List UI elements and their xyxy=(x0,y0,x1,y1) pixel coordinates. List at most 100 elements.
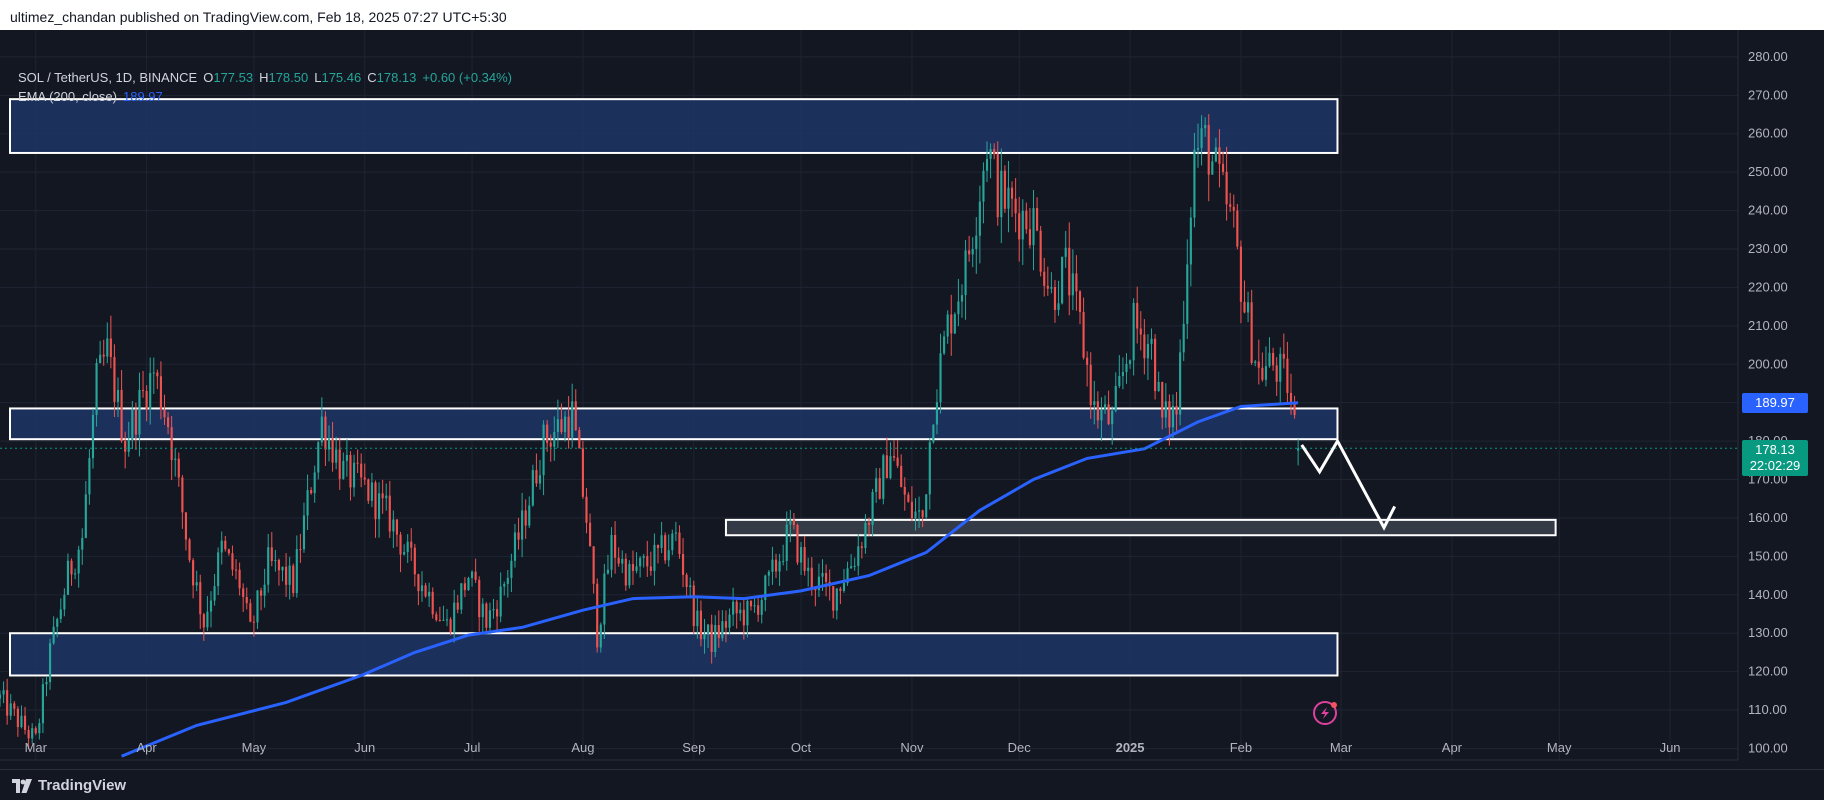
candle-body xyxy=(957,301,960,315)
candle-body xyxy=(892,456,896,458)
candle-body xyxy=(982,170,985,202)
candle-body xyxy=(23,715,27,730)
candle-body xyxy=(1061,256,1064,304)
candle-body xyxy=(592,546,595,584)
candle-body xyxy=(381,493,384,499)
ema-price-tag: 189.97 xyxy=(1742,392,1808,413)
ema-price-tag-text: 189.97 xyxy=(1755,394,1795,410)
candle-body xyxy=(259,590,263,596)
candle-body xyxy=(209,600,213,612)
candle-body xyxy=(857,546,860,566)
candle-body xyxy=(156,372,159,377)
candle-body xyxy=(578,430,581,449)
candle-body xyxy=(646,556,649,567)
candle-body xyxy=(993,149,996,155)
candle-body xyxy=(546,424,549,443)
candle-body xyxy=(778,561,781,572)
candle-body xyxy=(1257,361,1260,368)
candle-body xyxy=(710,624,713,653)
candle-body xyxy=(1157,381,1160,392)
candle-body xyxy=(1064,247,1067,257)
candle-body xyxy=(996,154,999,218)
candle-body xyxy=(821,573,824,577)
candle-body xyxy=(224,540,227,550)
candle-body xyxy=(1025,210,1028,230)
candle-body xyxy=(789,519,792,525)
candle-body xyxy=(159,376,162,410)
candle-body xyxy=(1168,401,1171,428)
candle-body xyxy=(41,684,44,724)
chart-area[interactable]: 100.00 110.00 120.00 130.00 140.00 150.00 160.… xyxy=(0,30,1824,769)
price-tick-label: 100.00 xyxy=(1748,740,1788,755)
candle-body xyxy=(846,568,849,584)
candle-body xyxy=(867,522,871,525)
last-price-tag: 178.13 22:02:29 xyxy=(1742,440,1808,477)
symbol-title[interactable]: SOL / TetherUS, 1D, BINANCE xyxy=(18,70,198,85)
candle-body xyxy=(13,703,16,709)
candle-body xyxy=(109,338,112,358)
candle-body xyxy=(1286,358,1289,393)
candle-body xyxy=(124,441,127,452)
candle-body xyxy=(295,549,298,594)
candle-body xyxy=(1071,273,1074,296)
candle-body xyxy=(749,601,753,607)
zone-supply xyxy=(9,98,1339,154)
candle-body xyxy=(1032,208,1035,246)
candle-body xyxy=(367,479,370,501)
candle-body xyxy=(832,586,835,611)
candle-body xyxy=(932,424,935,443)
candle-body xyxy=(953,314,956,334)
candle-body xyxy=(470,571,474,579)
candle-body xyxy=(1057,303,1060,310)
candle-body xyxy=(274,559,277,562)
candle-body xyxy=(385,495,388,499)
candle-body xyxy=(1021,210,1024,240)
price-tick-label: 210.00 xyxy=(1748,318,1788,333)
tradingview-brand[interactable]: TradingView xyxy=(12,777,126,794)
footer: TradingView xyxy=(0,769,1824,800)
time-tick-label: Dec xyxy=(1008,740,1032,755)
candle-body xyxy=(978,201,981,236)
candle-body xyxy=(252,621,255,623)
candle-body xyxy=(1246,302,1250,313)
candle-body xyxy=(1229,204,1232,207)
candle-body xyxy=(163,409,166,418)
candle-body xyxy=(535,470,538,484)
candle-body xyxy=(167,417,170,428)
candle-body xyxy=(803,547,806,571)
candle-body xyxy=(417,574,420,592)
candle-body xyxy=(0,694,2,699)
candle-body xyxy=(606,569,610,574)
candle-body xyxy=(1171,405,1175,428)
candle-body xyxy=(9,703,12,716)
candle-body xyxy=(1018,213,1021,240)
candle-body xyxy=(943,336,946,354)
price-tick-label: 110.00 xyxy=(1748,702,1787,717)
high-label: H xyxy=(259,70,269,85)
ema-label[interactable]: EMA (200, close) xyxy=(18,89,117,104)
candle-body xyxy=(445,619,449,621)
candle-body xyxy=(84,494,87,538)
candle-body xyxy=(760,599,763,615)
candle-body xyxy=(313,472,316,494)
candle-body xyxy=(174,458,177,461)
candle-body xyxy=(192,560,195,586)
candle-body xyxy=(231,553,234,570)
candle-body xyxy=(202,614,205,628)
flash-icon[interactable] xyxy=(1313,701,1337,725)
candle-body xyxy=(825,573,828,582)
candle-body xyxy=(1078,291,1082,312)
candle-body xyxy=(853,565,856,567)
candle-body xyxy=(1075,273,1078,292)
candle-body xyxy=(753,605,756,607)
candle-body xyxy=(52,626,55,644)
candle-body xyxy=(1275,365,1278,382)
candle-body xyxy=(1250,302,1253,363)
candle-body xyxy=(453,602,456,633)
candle-body xyxy=(921,510,924,518)
candle-body xyxy=(513,532,517,561)
price-tick-label: 220.00 xyxy=(1748,279,1788,294)
price-chart[interactable]: 100.00 110.00 120.00 130.00 140.00 150.00 160.… xyxy=(0,30,1824,769)
candle-body xyxy=(152,372,155,374)
candle-body xyxy=(875,478,878,493)
